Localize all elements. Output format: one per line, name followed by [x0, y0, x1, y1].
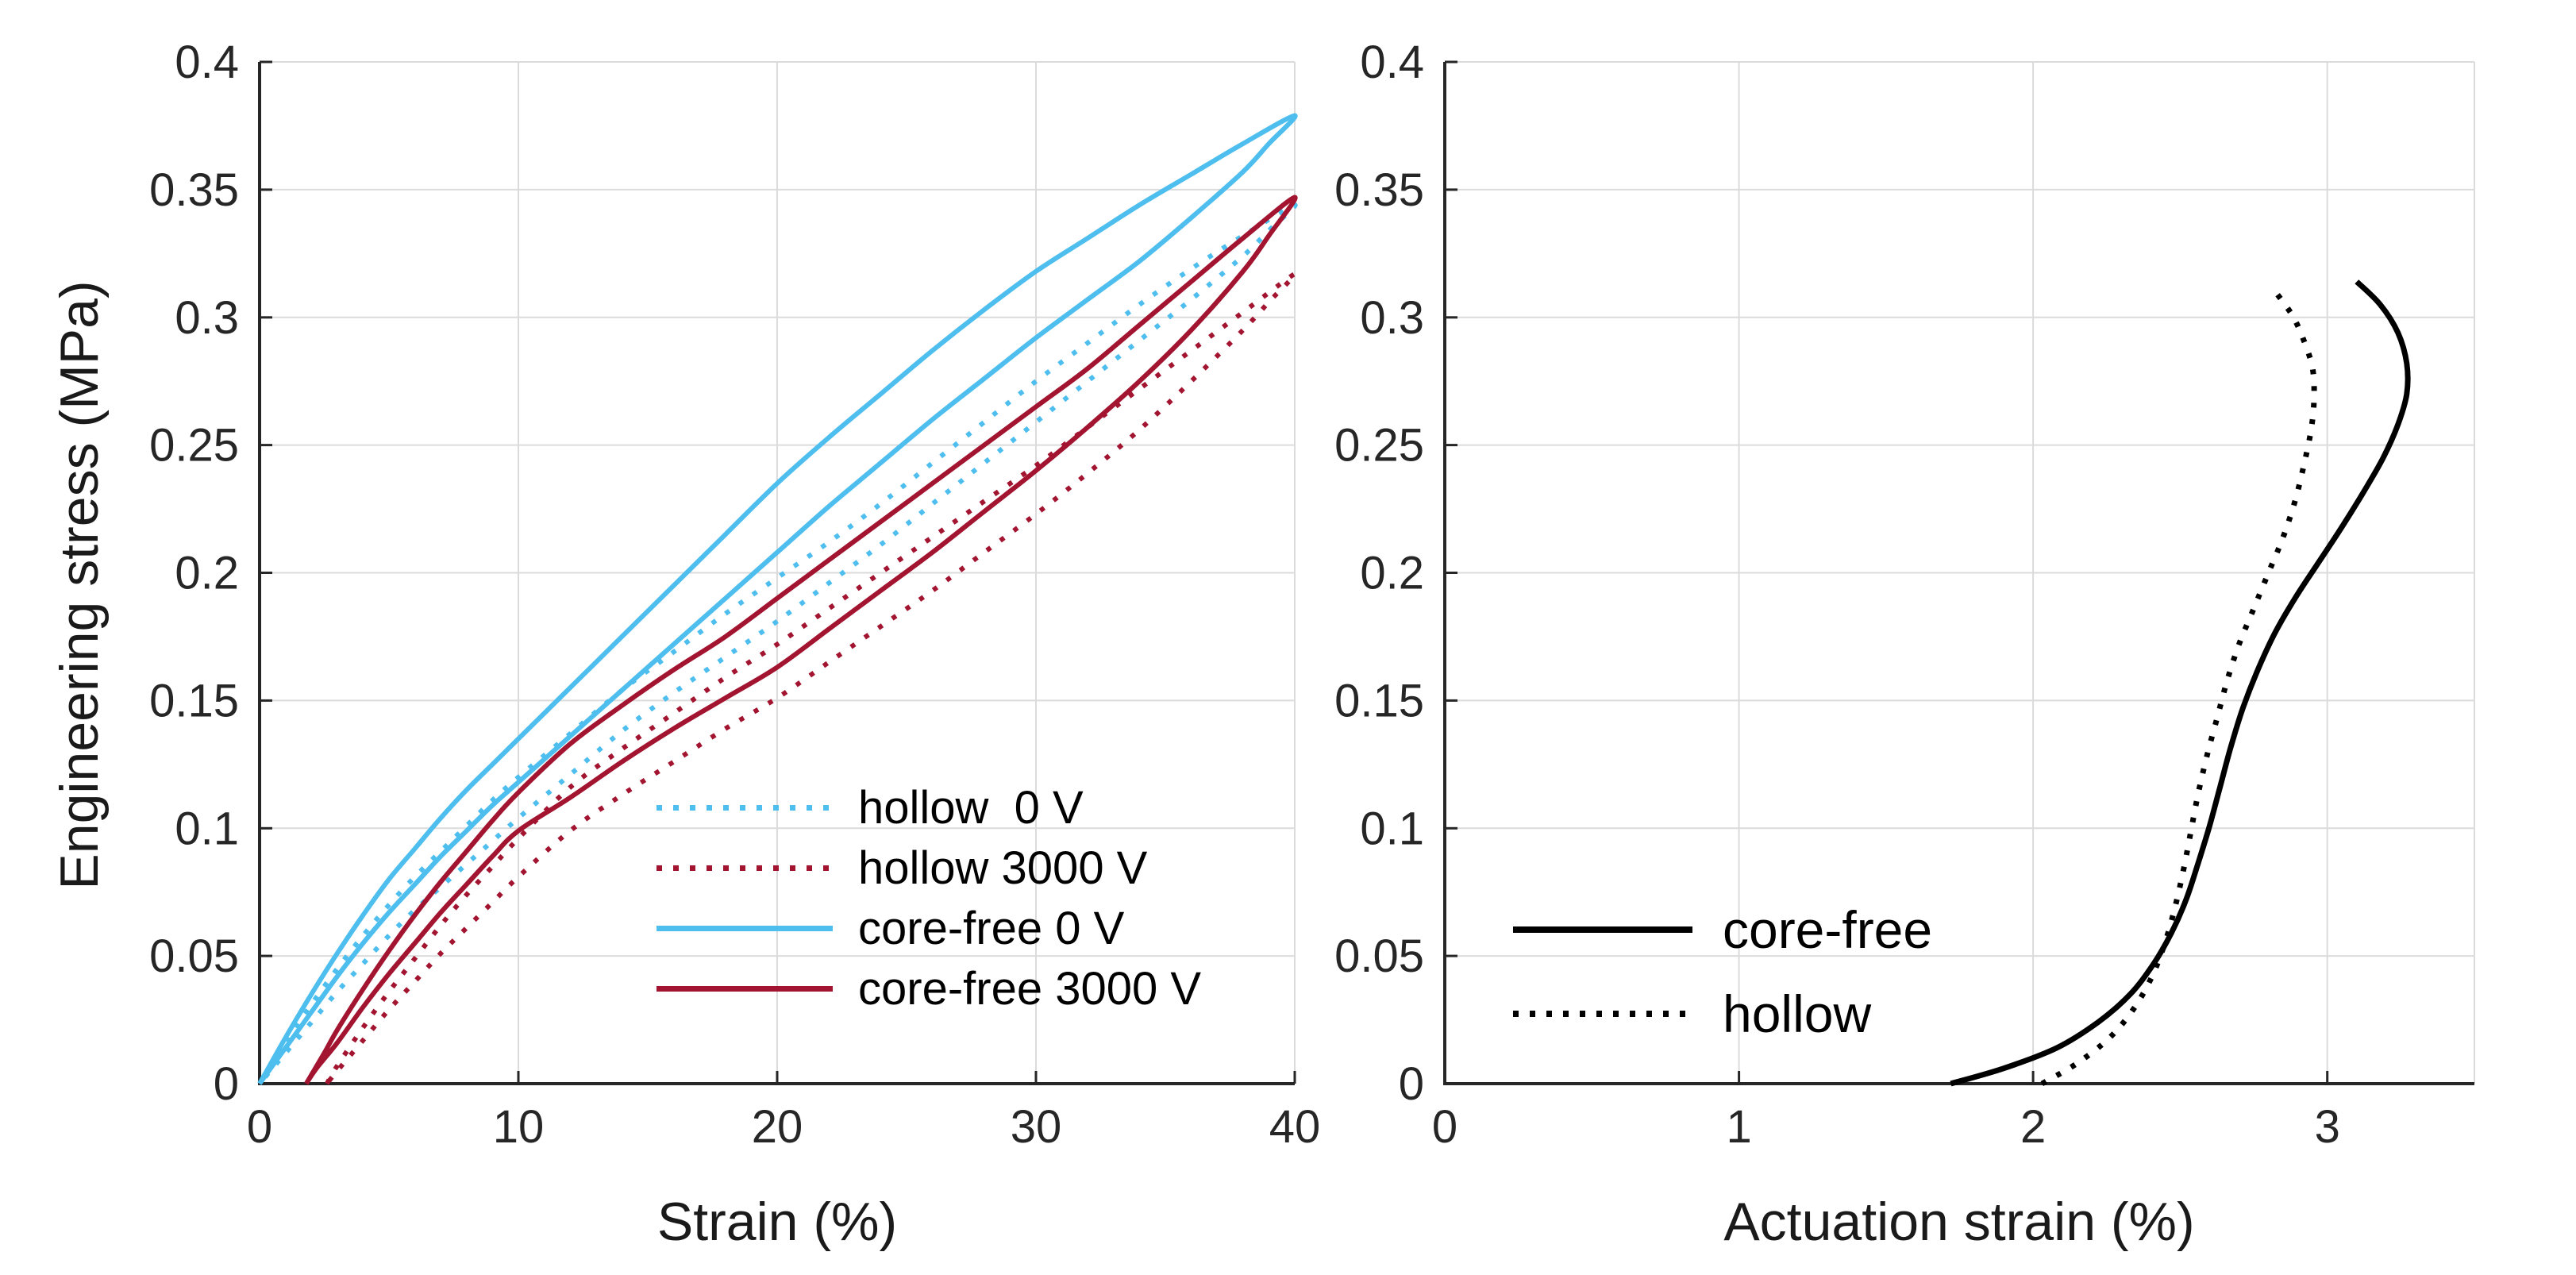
left-y-tick-label: 0.4 — [175, 37, 239, 88]
series-hollow — [2040, 285, 2317, 1087]
left-x-tick-label: 30 — [1011, 1101, 1062, 1153]
left-y-axis-label: Engineering stress (MPa) — [49, 280, 110, 890]
left-y-tick-label: 0.2 — [175, 548, 239, 599]
legend-item-core-free-3000v: core-free 3000 V — [657, 958, 1201, 1019]
left-y-tick-label: 0.05 — [149, 930, 239, 982]
left-x-axis-label: Strain (%) — [657, 1192, 898, 1252]
right-x-tick-label: 2 — [2020, 1101, 2046, 1153]
left-y-tick-label: 0 — [214, 1058, 239, 1110]
legend-line-hollow-3000v-icon — [657, 865, 833, 871]
left-y-tick-label: 0.35 — [149, 164, 239, 216]
legend-line-core-free-icon — [1513, 926, 1692, 933]
legend-item-hollow: hollow — [1513, 972, 1932, 1056]
left-x-tick-label: 40 — [1269, 1101, 1321, 1153]
series-core-free-3000-v — [304, 195, 1298, 1085]
legend-item-hollow-3000v: hollow 3000 V — [657, 838, 1201, 898]
legend-label-hollow: hollow — [1723, 984, 1872, 1043]
legend-line-core-free-0v-icon — [657, 925, 833, 931]
series-core-free — [1950, 279, 2411, 1087]
left-x-tick-label: 10 — [493, 1101, 545, 1153]
legend-line-hollow-icon — [1513, 1011, 1692, 1017]
legend-label-core-free-3000v: core-free 3000 V — [858, 962, 1202, 1015]
right-y-tick-label: 0.35 — [1334, 164, 1424, 216]
right-y-tick-label: 0.25 — [1334, 420, 1424, 472]
right-y-tick-label: 0 — [1399, 1058, 1424, 1110]
right-y-tick-label: 0.4 — [1360, 37, 1424, 88]
legend-label-hollow-0v: hollow 0 V — [858, 781, 1084, 834]
legend-label-core-free-0v: core-free 0 V — [858, 902, 1125, 954]
legend-item-hollow-0v: hollow 0 V — [657, 777, 1201, 838]
legend-item-core-free: core-free — [1513, 888, 1932, 972]
right-x-tick-label: 1 — [1726, 1101, 1751, 1153]
right-y-tick-label: 0.2 — [1360, 548, 1424, 599]
right-y-tick-label: 0.15 — [1334, 675, 1424, 726]
left-y-tick-label: 0.25 — [149, 420, 239, 472]
legend-label-hollow-3000v: hollow 3000 V — [858, 842, 1148, 894]
left-x-tick-label: 20 — [752, 1101, 803, 1153]
right-plot-legend: core-free hollow — [1513, 888, 1932, 1056]
legend-line-core-free-3000v-icon — [657, 985, 833, 992]
left-plot-legend: hollow 0 V hollow 3000 V core-free 0 V c… — [657, 777, 1201, 1019]
series-core-free-0-v — [257, 113, 1298, 1085]
right-x-tick-label: 3 — [2315, 1101, 2340, 1153]
left-y-tick-label: 0.1 — [175, 803, 239, 854]
right-x-tick-label: 0 — [1432, 1101, 1457, 1153]
right-y-tick-label: 0.05 — [1334, 930, 1424, 982]
legend-line-hollow-0v-icon — [657, 804, 833, 811]
right-y-tick-label: 0.3 — [1360, 292, 1424, 344]
right-y-tick-label: 0.1 — [1360, 803, 1424, 854]
left-y-tick-label: 0.3 — [175, 292, 239, 344]
left-y-tick-label: 0.15 — [149, 675, 239, 726]
legend-label-core-free: core-free — [1723, 900, 1933, 959]
left-x-tick-label: 0 — [247, 1101, 272, 1153]
right-x-axis-label: Actuation strain (%) — [1723, 1192, 2195, 1252]
legend-item-core-free-0v: core-free 0 V — [657, 898, 1201, 958]
